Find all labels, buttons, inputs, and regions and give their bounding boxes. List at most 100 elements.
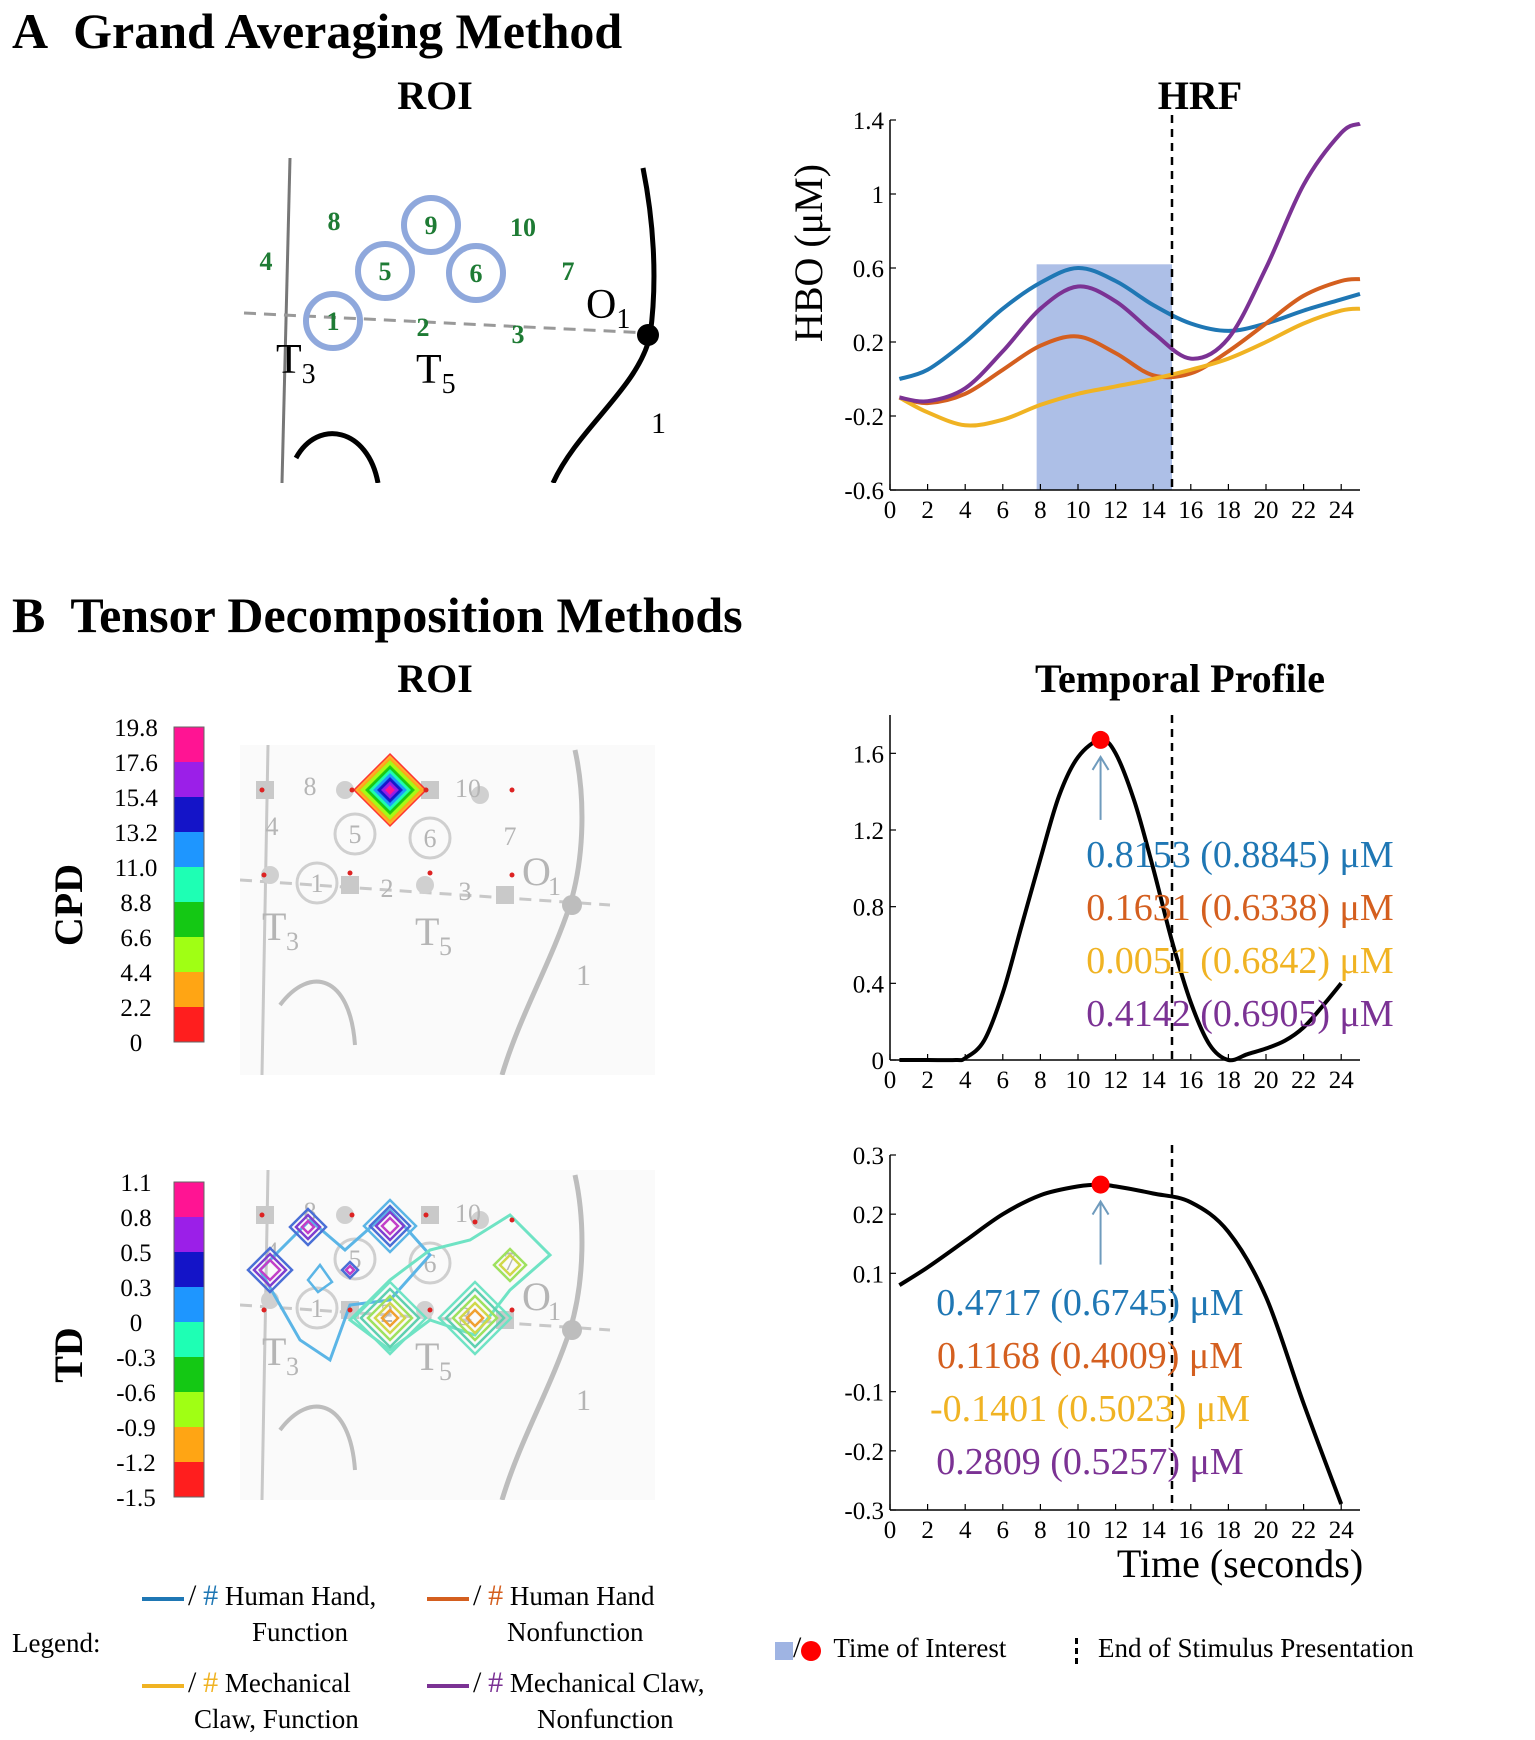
time-axis-label: Time (seconds): [1116, 1541, 1364, 1586]
cpd-toi-arrowhead: [1091, 755, 1110, 771]
roi-b-channel-number: 2: [381, 874, 394, 903]
roi-b-t3-sub: 3: [286, 927, 299, 956]
y-tick-label: 0.1: [853, 1261, 884, 1288]
roi-a-map: 1 2 3 4 5 6 7 8 9 10 T3 T5 O1 1: [238, 158, 670, 483]
hrf-series-line-3: [899, 121, 1361, 404]
legend-toi-dot: [801, 1640, 822, 1661]
x-tick-label: 18: [1216, 1517, 1241, 1544]
roi-a-bottom-arc: [293, 431, 381, 483]
cpd-channel-marker: [259, 787, 265, 793]
colorbar-label: -0.6: [116, 1380, 156, 1407]
x-tick-label: 20: [1254, 497, 1279, 520]
x-tick-label: 0: [884, 497, 897, 520]
x-tick-label: 24: [1329, 1517, 1355, 1544]
td-annotation-3: 0.2809 (0.5257) μM: [936, 1441, 1243, 1483]
colorbar-segment: [174, 832, 204, 867]
roi-b-channel-ring: [295, 1286, 339, 1330]
x-tick-label: 0: [884, 1517, 897, 1544]
cpd-profile-line: [899, 737, 1343, 1063]
x-tick-label: 8: [1034, 1517, 1047, 1544]
td-contour-outline: [258, 1207, 433, 1363]
td-annotation-2: -0.1401 (0.5023) μM: [930, 1388, 1250, 1430]
y-tick-label: 0.4: [853, 971, 885, 998]
x-tick-label: 14: [1141, 1067, 1167, 1094]
roi-b-t5-sub: 5: [439, 932, 452, 961]
roi-b-o1-label: O: [522, 849, 551, 894]
y-tick-label: 1.6: [853, 741, 884, 768]
roi-b-channel-number: 8: [304, 772, 317, 801]
roi-b-channel-ring: [295, 861, 339, 905]
roi-a-channel-6: 6: [470, 259, 483, 288]
roi-a-channel-7: 7: [562, 257, 575, 286]
x-tick-label: 4: [959, 1517, 972, 1544]
roi-a-circle-5: [355, 241, 415, 301]
roi-b-extra-label: 1: [576, 959, 591, 992]
roi-b-source-square: [256, 1206, 274, 1224]
y-tick-label: 1: [872, 182, 885, 209]
td-profile-line: [898, 1182, 1344, 1505]
legend-item-time-of-interest: / Time of Interest: [775, 1630, 1006, 1666]
roi-a-channel-1: 1: [327, 307, 340, 336]
roi-b-detector: [416, 1301, 434, 1319]
td-contour: [444, 1287, 506, 1349]
roi-b-o1-sub: 1: [548, 872, 561, 901]
td-contour: [380, 1216, 400, 1236]
cpd-channel-marker: [349, 787, 355, 793]
legend-hash-claw-nonfunction: #: [488, 1666, 504, 1699]
colorbar-label: -1.2: [116, 1450, 156, 1477]
colorbar-label: -0.3: [116, 1345, 156, 1372]
roi-b-t3-label: T: [262, 904, 286, 949]
colorbar-label: 0.8: [120, 1205, 151, 1232]
panel-b-title: B Tensor Decomposition Methods: [12, 586, 743, 644]
colorbar-label: 0.3: [120, 1275, 151, 1302]
x-tick-label: 2: [921, 1517, 934, 1544]
x-tick-label: 20: [1254, 1067, 1279, 1094]
td-contour: [344, 1264, 356, 1276]
colorbar-label: 4.4: [120, 960, 152, 987]
roi-a-channel-4: 4: [260, 247, 273, 276]
legend-item-human-function: / # Human Hand, Function: [142, 1578, 376, 1650]
hrf-series-line-0: [898, 265, 1361, 381]
colorbar-label: 17.6: [114, 750, 158, 777]
roi-b-t5-sub: 5: [439, 1357, 452, 1386]
td-toi-dot: [1091, 1175, 1110, 1194]
colorbar-segment: [174, 1217, 204, 1252]
x-tick-label: 22: [1291, 497, 1316, 520]
roi-b-boundary-line: [260, 745, 270, 1075]
legend-line-claw-function: [142, 1683, 184, 1688]
x-tick-label: 2: [921, 1067, 934, 1094]
legend-stim-line: [1075, 1637, 1080, 1664]
colorbar-segment: [174, 1287, 204, 1322]
y-tick-label: -0.2: [844, 1439, 884, 1466]
x-tick-label: 14: [1141, 1517, 1167, 1544]
colorbar-label: 0.5: [120, 1240, 151, 1267]
roi-b-channel-number: 6: [424, 824, 437, 853]
td-channel-marker: [509, 1307, 515, 1313]
x-tick-label: 12: [1103, 497, 1128, 520]
x-tick-label: 8: [1034, 497, 1047, 520]
roi-b-boundary-line: [260, 1170, 270, 1500]
x-tick-label: 0: [884, 1067, 897, 1094]
td-label: TD: [46, 1327, 91, 1383]
roi-b-channel-number: 7: [504, 822, 517, 851]
colorbar-segment: [174, 1462, 204, 1497]
legend-toi-box: [775, 1641, 793, 1660]
roi-a-o1-marker: [637, 324, 659, 346]
td-contour: [492, 1247, 528, 1283]
roi-a-channel-10: 10: [510, 213, 536, 242]
td-channel-marker: [347, 1307, 353, 1313]
legend-hash-human-nonfunction: #: [488, 1579, 504, 1612]
x-tick-label: 10: [1066, 1517, 1091, 1544]
td-contour: [252, 1252, 288, 1288]
roi-b-channel-ring: [408, 816, 452, 860]
colorbar-label: 15.4: [114, 785, 158, 812]
legend-line-human-function: [142, 1596, 184, 1601]
roi-a-circle-6: [446, 243, 506, 303]
td-contour: [465, 1308, 485, 1328]
colorbar-segment: [174, 1252, 204, 1287]
legend-hash-human-function: #: [203, 1579, 219, 1612]
y-tick-label: -0.1: [844, 1380, 884, 1407]
cpd-contour: [385, 785, 395, 795]
roi-b-channel-number: 10: [455, 774, 481, 803]
td-contour: [246, 1246, 294, 1294]
